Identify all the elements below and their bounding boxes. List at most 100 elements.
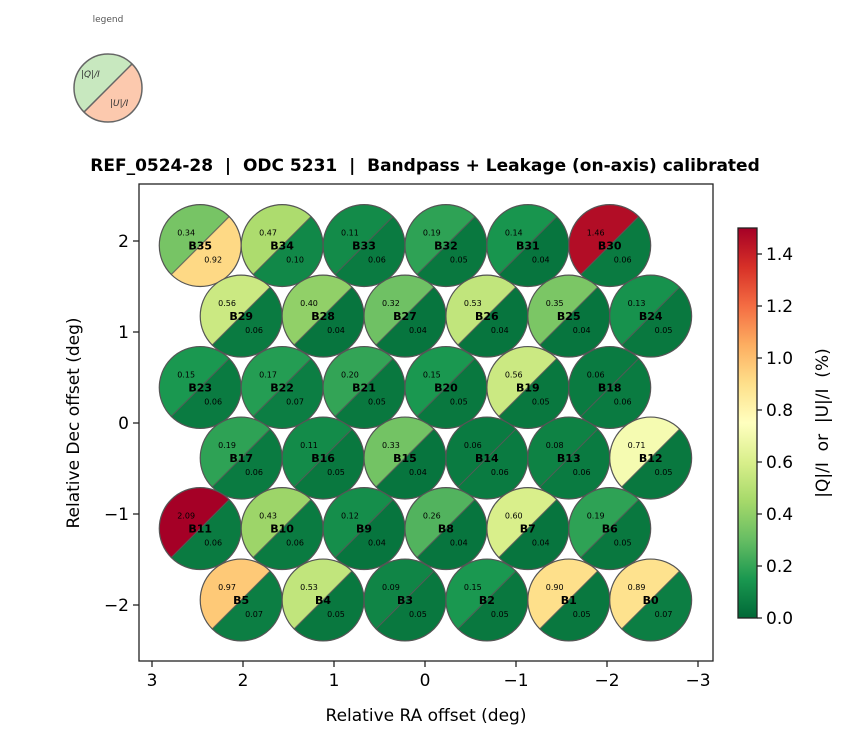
- beam-name: B15: [393, 452, 417, 465]
- beam-q-half: [282, 275, 353, 346]
- beam-outline: [609, 558, 693, 642]
- legend-divider: [83, 63, 133, 113]
- beam-u-value: 0.04: [491, 326, 509, 335]
- x-tick-label: −1: [503, 671, 528, 691]
- beam-b18: 0.06 B18 0.06: [568, 345, 652, 430]
- beam-u-value: 0.05: [491, 610, 509, 619]
- beam-b7: 0.60 B7 0.04: [486, 487, 570, 571]
- beam-name: B14: [475, 452, 499, 465]
- beam-q-value: 0.15: [177, 371, 195, 380]
- x-tick-label: −3: [685, 671, 710, 691]
- beam-b13: 0.08 B13 0.06: [527, 416, 611, 500]
- beam-q-value: 0.13: [628, 299, 646, 308]
- colorbar-tick-label: 0.4: [766, 505, 793, 525]
- beam-divider: [211, 570, 271, 630]
- beam-b30: 1.46 B30 0.06: [568, 204, 652, 288]
- beam-name: B0: [643, 594, 659, 607]
- beam-name: B33: [352, 240, 376, 253]
- beam-divider: [539, 570, 599, 630]
- colorbar-ticks: 0.0 0.2 0.4 0.6 0.8 1.0 1.2 1.4: [757, 245, 793, 629]
- beam-outline: [568, 487, 652, 571]
- beam-b20: 0.15 B20 0.05: [404, 345, 488, 430]
- beam-u-half: [539, 429, 610, 499]
- beam-q-value: 0.09: [382, 583, 400, 592]
- beam-q-half: [323, 487, 393, 558]
- beam-q-value: 0.12: [341, 512, 359, 521]
- beam-u-half: [498, 499, 569, 570]
- beam-divider: [170, 216, 230, 275]
- beam-u-value: 0.06: [286, 539, 304, 548]
- beam-u-half: [539, 571, 610, 641]
- beam-name: B29: [229, 310, 253, 323]
- beam-u-half: [294, 429, 365, 499]
- beam-b4: 0.53 B4 0.05: [281, 558, 365, 642]
- beam-b10: 0.43 B10 0.06: [240, 487, 324, 571]
- beam-name: B30: [598, 240, 622, 253]
- beam-q-value: 0.17: [259, 371, 277, 380]
- beam-q-half: [527, 417, 598, 487]
- beam-q-value: 0.19: [587, 512, 605, 521]
- beam-divider: [252, 358, 312, 417]
- beam-b15: 0.33 B15 0.04: [363, 416, 447, 500]
- beam-u-value: 0.05: [573, 610, 591, 619]
- beam-b11: 2.09 B11 0.06: [158, 487, 242, 571]
- beam-divider: [334, 216, 394, 275]
- beam-name: B34: [270, 240, 294, 253]
- beam-b24: 0.13 B24 0.05: [609, 274, 693, 358]
- beam-name: B16: [311, 452, 335, 465]
- beam-u-value: 0.06: [573, 468, 591, 477]
- beam-b34: 0.47 B34 0.10: [240, 204, 324, 288]
- beam-u-half: [376, 429, 446, 499]
- beam-b14: 0.06 B14 0.06: [445, 416, 529, 500]
- beam-u-half: [416, 216, 487, 287]
- beam-name: B13: [557, 452, 581, 465]
- beam-b26: 0.53 B26 0.04: [445, 274, 529, 358]
- beam-u-value: 0.07: [286, 398, 304, 407]
- beam-q-half: [445, 275, 516, 346]
- beam-u-value: 0.06: [245, 468, 263, 477]
- x-tick-label: −2: [594, 671, 619, 691]
- y-tick-label: 2: [118, 232, 129, 252]
- beam-q-value: 0.11: [341, 229, 359, 238]
- beam-q-half: [200, 275, 271, 346]
- beam-u-value: 0.04: [409, 326, 427, 335]
- beam-b33: 0.11 B33 0.06: [322, 204, 406, 288]
- beam-name: B28: [311, 310, 335, 323]
- legend-q-label: |Q|/I: [81, 70, 100, 80]
- beam-name: B20: [434, 382, 458, 395]
- beam-u-value: 0.04: [532, 539, 550, 548]
- beam-u-half: [335, 358, 405, 429]
- beam-u-half: [294, 571, 365, 641]
- beam-name: B24: [639, 310, 663, 323]
- beam-divider: [293, 286, 353, 346]
- beam-u-half: [580, 499, 651, 570]
- legend-outline: [73, 53, 143, 123]
- beam-q-value: 0.06: [464, 441, 482, 450]
- beam-divider: [252, 499, 312, 558]
- beam-name: B3: [397, 594, 413, 607]
- beam-q-half: [609, 275, 680, 346]
- beam-q-value: 0.53: [464, 299, 482, 308]
- beam-u-half: [171, 216, 242, 287]
- beam-name: B19: [516, 382, 540, 395]
- beam-b28: 0.40 B28 0.04: [281, 274, 365, 358]
- beam-divider: [580, 358, 640, 417]
- y-tick-label: −1: [104, 505, 129, 525]
- beam-q-value: 0.43: [259, 512, 277, 521]
- beam-divider: [580, 216, 640, 275]
- beam-u-half: [253, 216, 324, 287]
- beam-b25: 0.35 B25 0.04: [527, 274, 611, 358]
- beam-q-half: [200, 417, 271, 487]
- beam-b27: 0.32 B27 0.04: [363, 274, 447, 358]
- beam-q-value: 0.26: [423, 512, 441, 521]
- beam-u-half: [416, 358, 487, 429]
- beam-b3: 0.09 B3 0.05: [363, 558, 447, 642]
- beam-u-half: [621, 287, 692, 358]
- beam-b12: 0.71 B12 0.05: [609, 416, 693, 500]
- beam-q-half: [486, 487, 557, 558]
- beam-name: B6: [602, 523, 618, 536]
- x-tick-label: 3: [147, 671, 158, 691]
- beam-divider: [539, 428, 599, 488]
- beam-name: B4: [315, 594, 331, 607]
